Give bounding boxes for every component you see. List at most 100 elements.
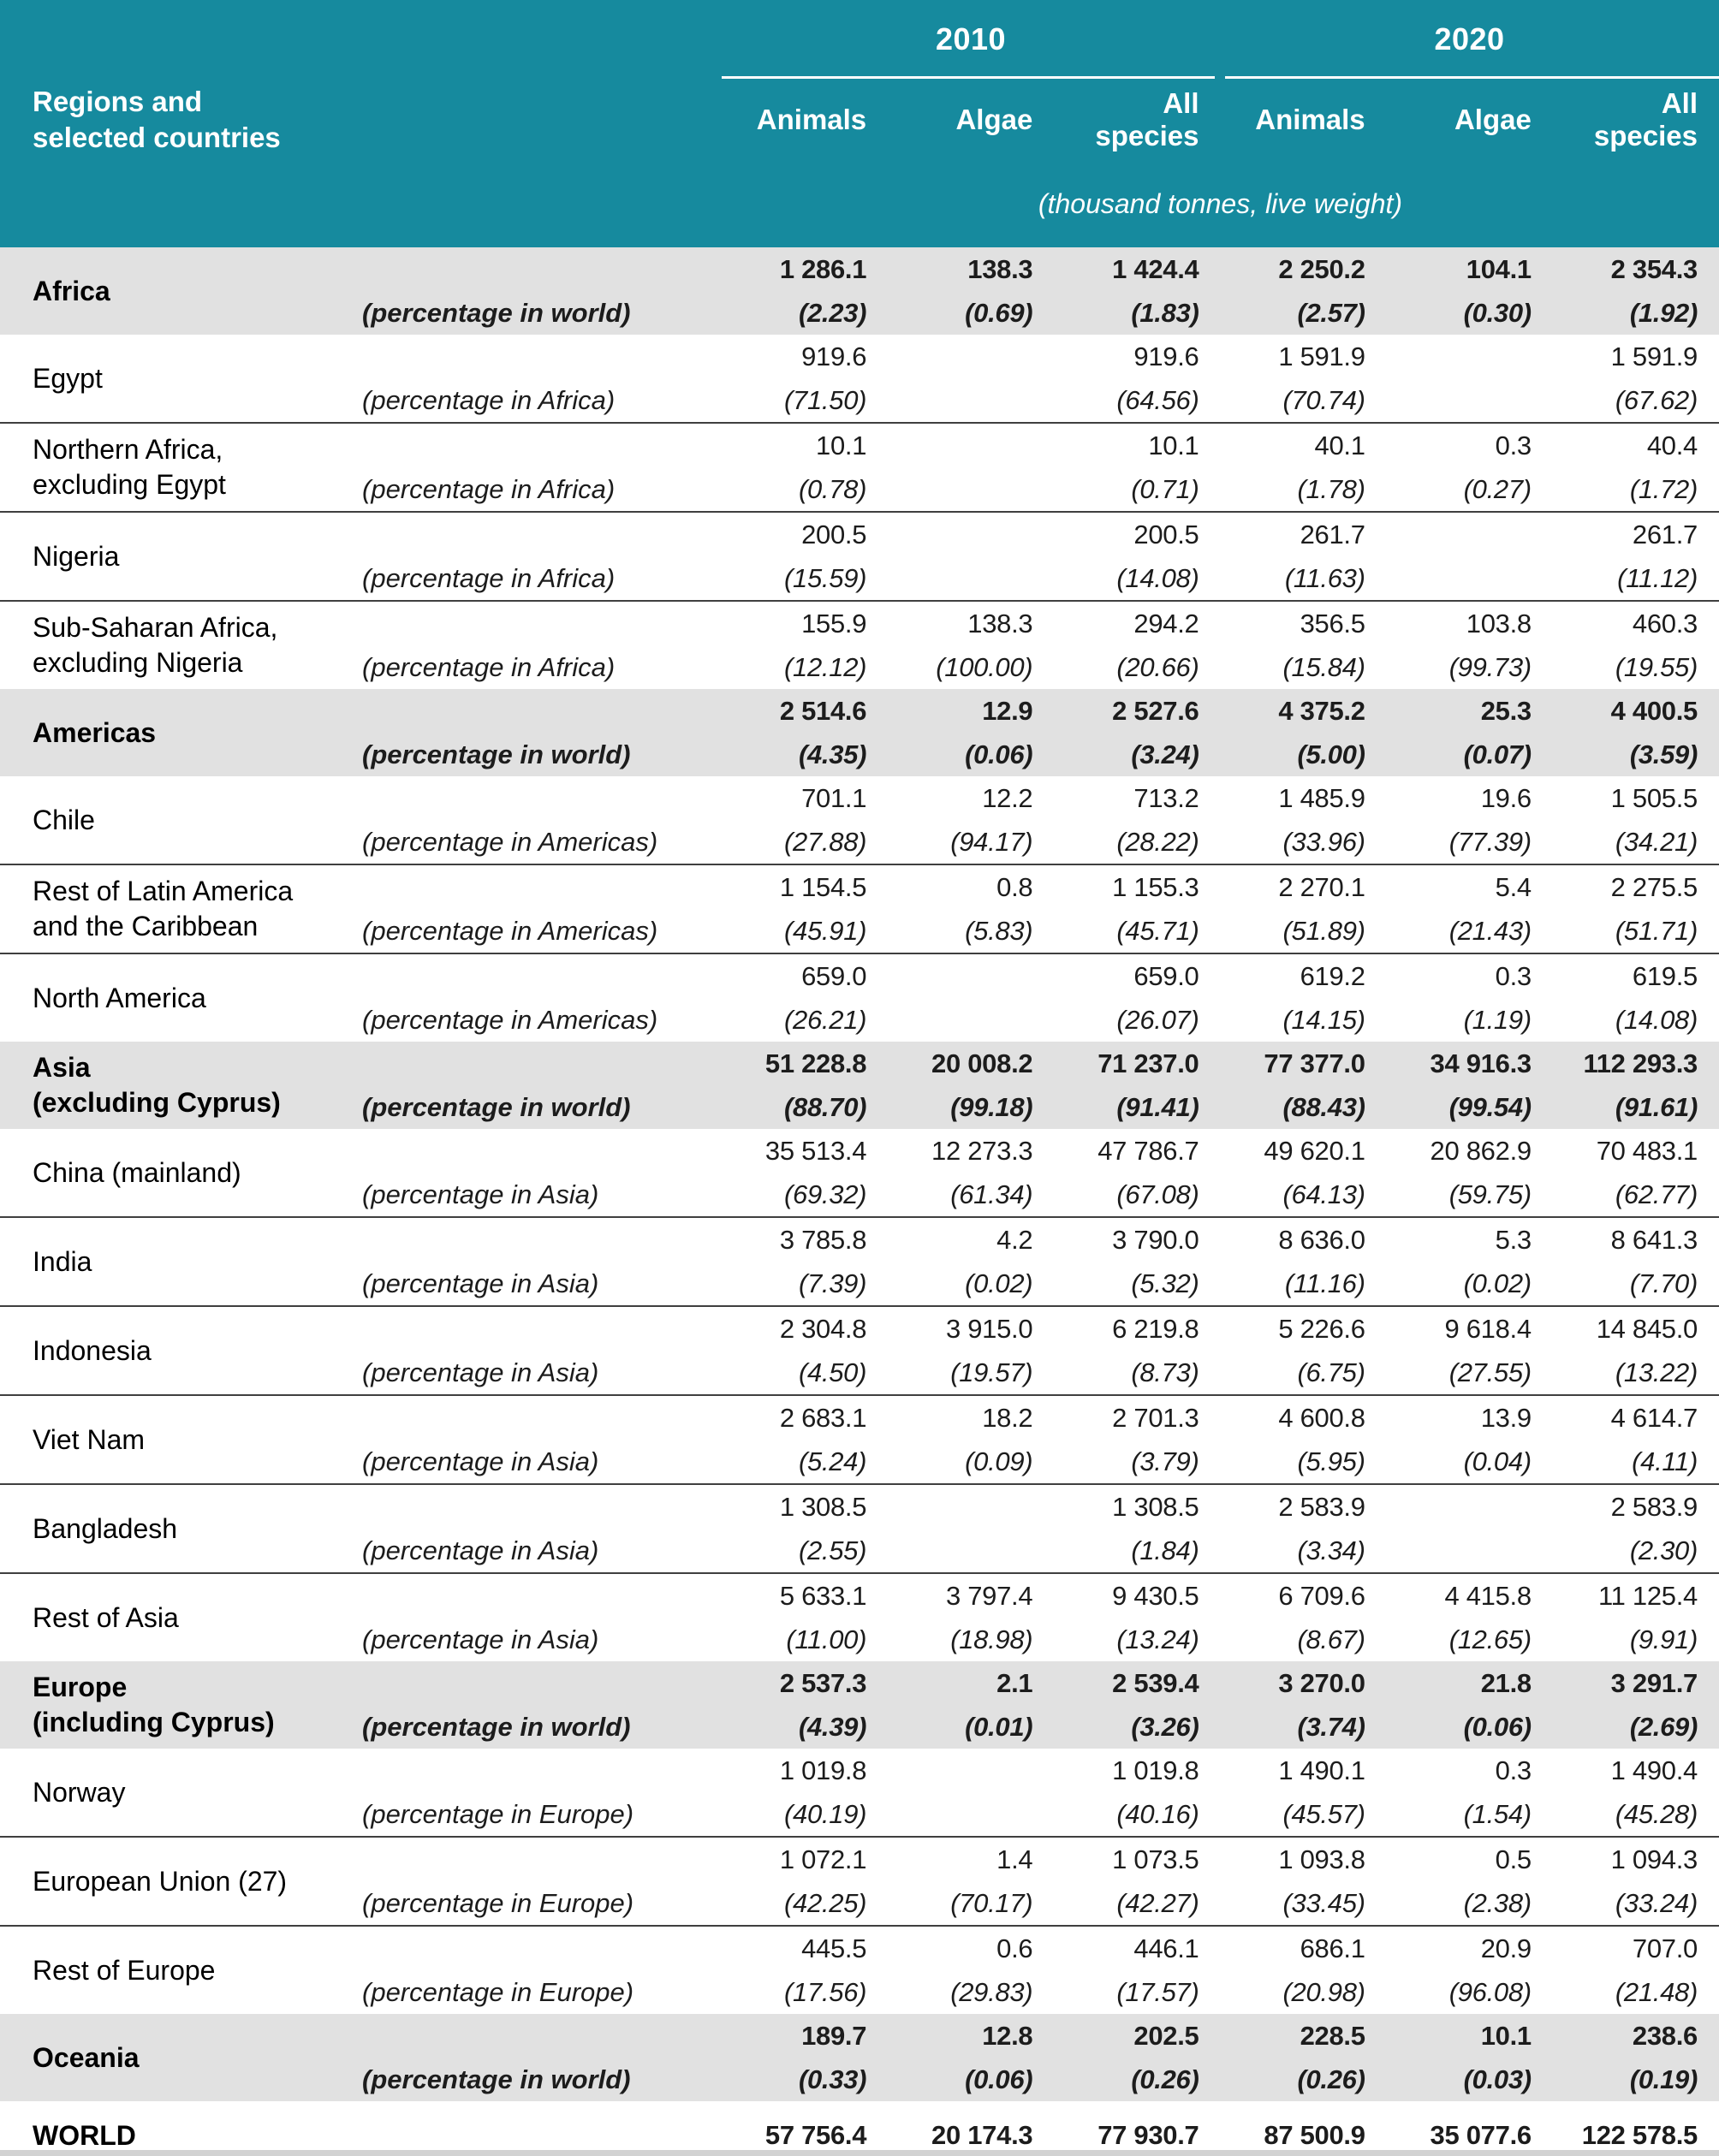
value-cell: 2 583.9: [1610, 1492, 1698, 1522]
value-cell: 238.6: [1632, 2021, 1698, 2051]
row-asia: Asia (excluding Cyprus) (percentage in wo…: [0, 1042, 1719, 1129]
pct-cell: (20.98): [1282, 1977, 1365, 2007]
pct-label: (percentage in world): [362, 298, 631, 328]
row-label: Americas: [33, 716, 157, 748]
value-cell: 77 377.0: [1264, 1048, 1365, 1078]
row-label: Indonesia: [33, 1334, 152, 1366]
value-cell: 2 683.1: [779, 1403, 867, 1433]
value-cell: 11 125.4: [1598, 1581, 1698, 1611]
pct-cell: (40.19): [784, 1799, 867, 1829]
value-cell: 2 304.8: [779, 1314, 867, 1344]
pct-cell: (99.54): [1448, 1092, 1532, 1122]
value-cell: 4 415.8: [1444, 1581, 1532, 1611]
pct-cell: (100.00): [936, 652, 1033, 682]
row-european-union-27: European Union (27) (percentage in Europe…: [0, 1836, 1719, 1925]
value-cell: 0.3: [1495, 431, 1532, 460]
row-label: Africa: [33, 275, 110, 306]
row-label: Chile: [33, 804, 95, 835]
value-cell: 0.6: [996, 1933, 1033, 1963]
row-header-label: Regions and selected countries: [33, 86, 281, 153]
pct-cell: (1.72): [1629, 474, 1698, 504]
pct-cell: (2.30): [1629, 1535, 1698, 1565]
pct-cell: (4.11): [1632, 1446, 1698, 1476]
pct-cell: (4.35): [798, 739, 867, 769]
value-cell: 445.5: [801, 1933, 867, 1963]
value-cell: 70 483.1: [1596, 1136, 1698, 1166]
row-label: Bangladesh: [33, 1512, 178, 1544]
value-cell: 1 490.4: [1610, 1755, 1698, 1785]
value-cell: 261.7: [1300, 520, 1365, 549]
value-cell: 12.8: [982, 2021, 1033, 2051]
value-cell: 446.1: [1133, 1933, 1199, 1963]
pct-cell: (6.75): [1297, 1357, 1365, 1387]
value-cell: 2 537.3: [779, 1668, 867, 1698]
pct-label: (percentage in Africa): [362, 385, 616, 415]
col-header-algae-2010: Algae: [955, 104, 1033, 135]
pct-cell: (0.06): [1463, 1712, 1532, 1742]
pct-cell: (3.59): [1629, 739, 1698, 769]
column-header-row: Animals Algae All species Animals Algae …: [0, 79, 1719, 161]
value-cell: 5.3: [1495, 1225, 1532, 1255]
value-cell: 9 430.5: [1112, 1581, 1199, 1611]
value-cell: 2 701.3: [1112, 1403, 1199, 1433]
value-cell: 8 636.0: [1278, 1225, 1365, 1255]
pct-cell: (1.78): [1297, 474, 1365, 504]
value-cell: 294.2: [1133, 609, 1199, 638]
row-label: WORLD: [33, 2119, 136, 2151]
value-cell: 155.9: [801, 609, 867, 638]
year-label-2020: 2020: [1434, 21, 1505, 56]
pct-cell: (20.66): [1116, 652, 1199, 682]
row-label: India: [33, 1245, 92, 1277]
pct-cell: (2.55): [798, 1535, 867, 1565]
value-cell: 189.7: [801, 2021, 867, 2051]
value-cell: 1 591.9: [1278, 342, 1365, 371]
value-cell: 2.1: [996, 1668, 1033, 1698]
row-bangladesh: Bangladesh (percentage in Asia) 1 308.5 1 3…: [0, 1483, 1719, 1572]
pct-cell: (1.54): [1463, 1799, 1532, 1829]
row-north-america: North America (percentage in Americas) 659…: [0, 953, 1719, 1042]
value-cell: 10.1: [816, 431, 867, 460]
value-cell: 1 591.9: [1610, 342, 1698, 371]
bottom-strip: [0, 2150, 1719, 2156]
pct-cell: (45.28): [1615, 1799, 1698, 1829]
value-cell: 1 308.5: [779, 1492, 867, 1522]
value-cell: 1 490.1: [1278, 1755, 1365, 1785]
pct-cell: (4.39): [798, 1712, 867, 1742]
pct-cell: (1.19): [1463, 1005, 1532, 1035]
value-cell: 20 862.9: [1430, 1136, 1532, 1166]
pct-cell: (18.98): [950, 1624, 1033, 1654]
pct-label: (percentage in Europe): [362, 1977, 634, 2007]
pct-cell: (3.74): [1297, 1712, 1365, 1742]
pct-cell: (33.24): [1615, 1888, 1698, 1918]
value-cell: 2 514.6: [779, 696, 867, 726]
pct-cell: (1.92): [1629, 298, 1698, 328]
value-cell: 2 527.6: [1112, 696, 1199, 726]
pct-cell: (0.71): [1131, 474, 1199, 504]
row-label: Northern Africa, excluding Egypt: [33, 434, 226, 500]
value-cell: 0.3: [1495, 961, 1532, 991]
pct-cell: (45.71): [1116, 916, 1199, 946]
row-label: Nigeria: [33, 540, 120, 572]
value-cell: 1 308.5: [1112, 1492, 1199, 1522]
pct-cell: (94.17): [950, 827, 1033, 857]
pct-cell: (11.63): [1284, 563, 1365, 593]
row-label: Norway: [33, 1776, 126, 1808]
row-sub-saharan-africa: Sub-Saharan Africa, excluding Nigeria (pe…: [0, 600, 1719, 689]
pct-cell: (40.16): [1116, 1799, 1199, 1829]
value-cell: 1 155.3: [1112, 872, 1199, 902]
pct-cell: (70.74): [1282, 385, 1365, 415]
value-cell: 1 093.8: [1278, 1844, 1365, 1874]
value-cell: 25.3: [1480, 696, 1532, 726]
value-cell: 1 019.8: [1112, 1755, 1199, 1785]
value-cell: 8 641.3: [1610, 1225, 1698, 1255]
value-cell: 4.2: [996, 1225, 1033, 1255]
year-group-underline-2020: [1225, 76, 1719, 79]
value-cell: 10.1: [1480, 2021, 1532, 2051]
pct-cell: (0.02): [965, 1268, 1033, 1298]
value-cell: 77 930.7: [1097, 2120, 1199, 2150]
value-cell: 4 600.8: [1278, 1403, 1365, 1433]
table-header: 2010 2020 Regions and selected countries…: [0, 0, 1719, 247]
value-cell: 200.5: [1133, 520, 1199, 549]
value-cell: 1 286.1: [779, 254, 867, 284]
value-cell: 707.0: [1632, 1933, 1698, 1963]
